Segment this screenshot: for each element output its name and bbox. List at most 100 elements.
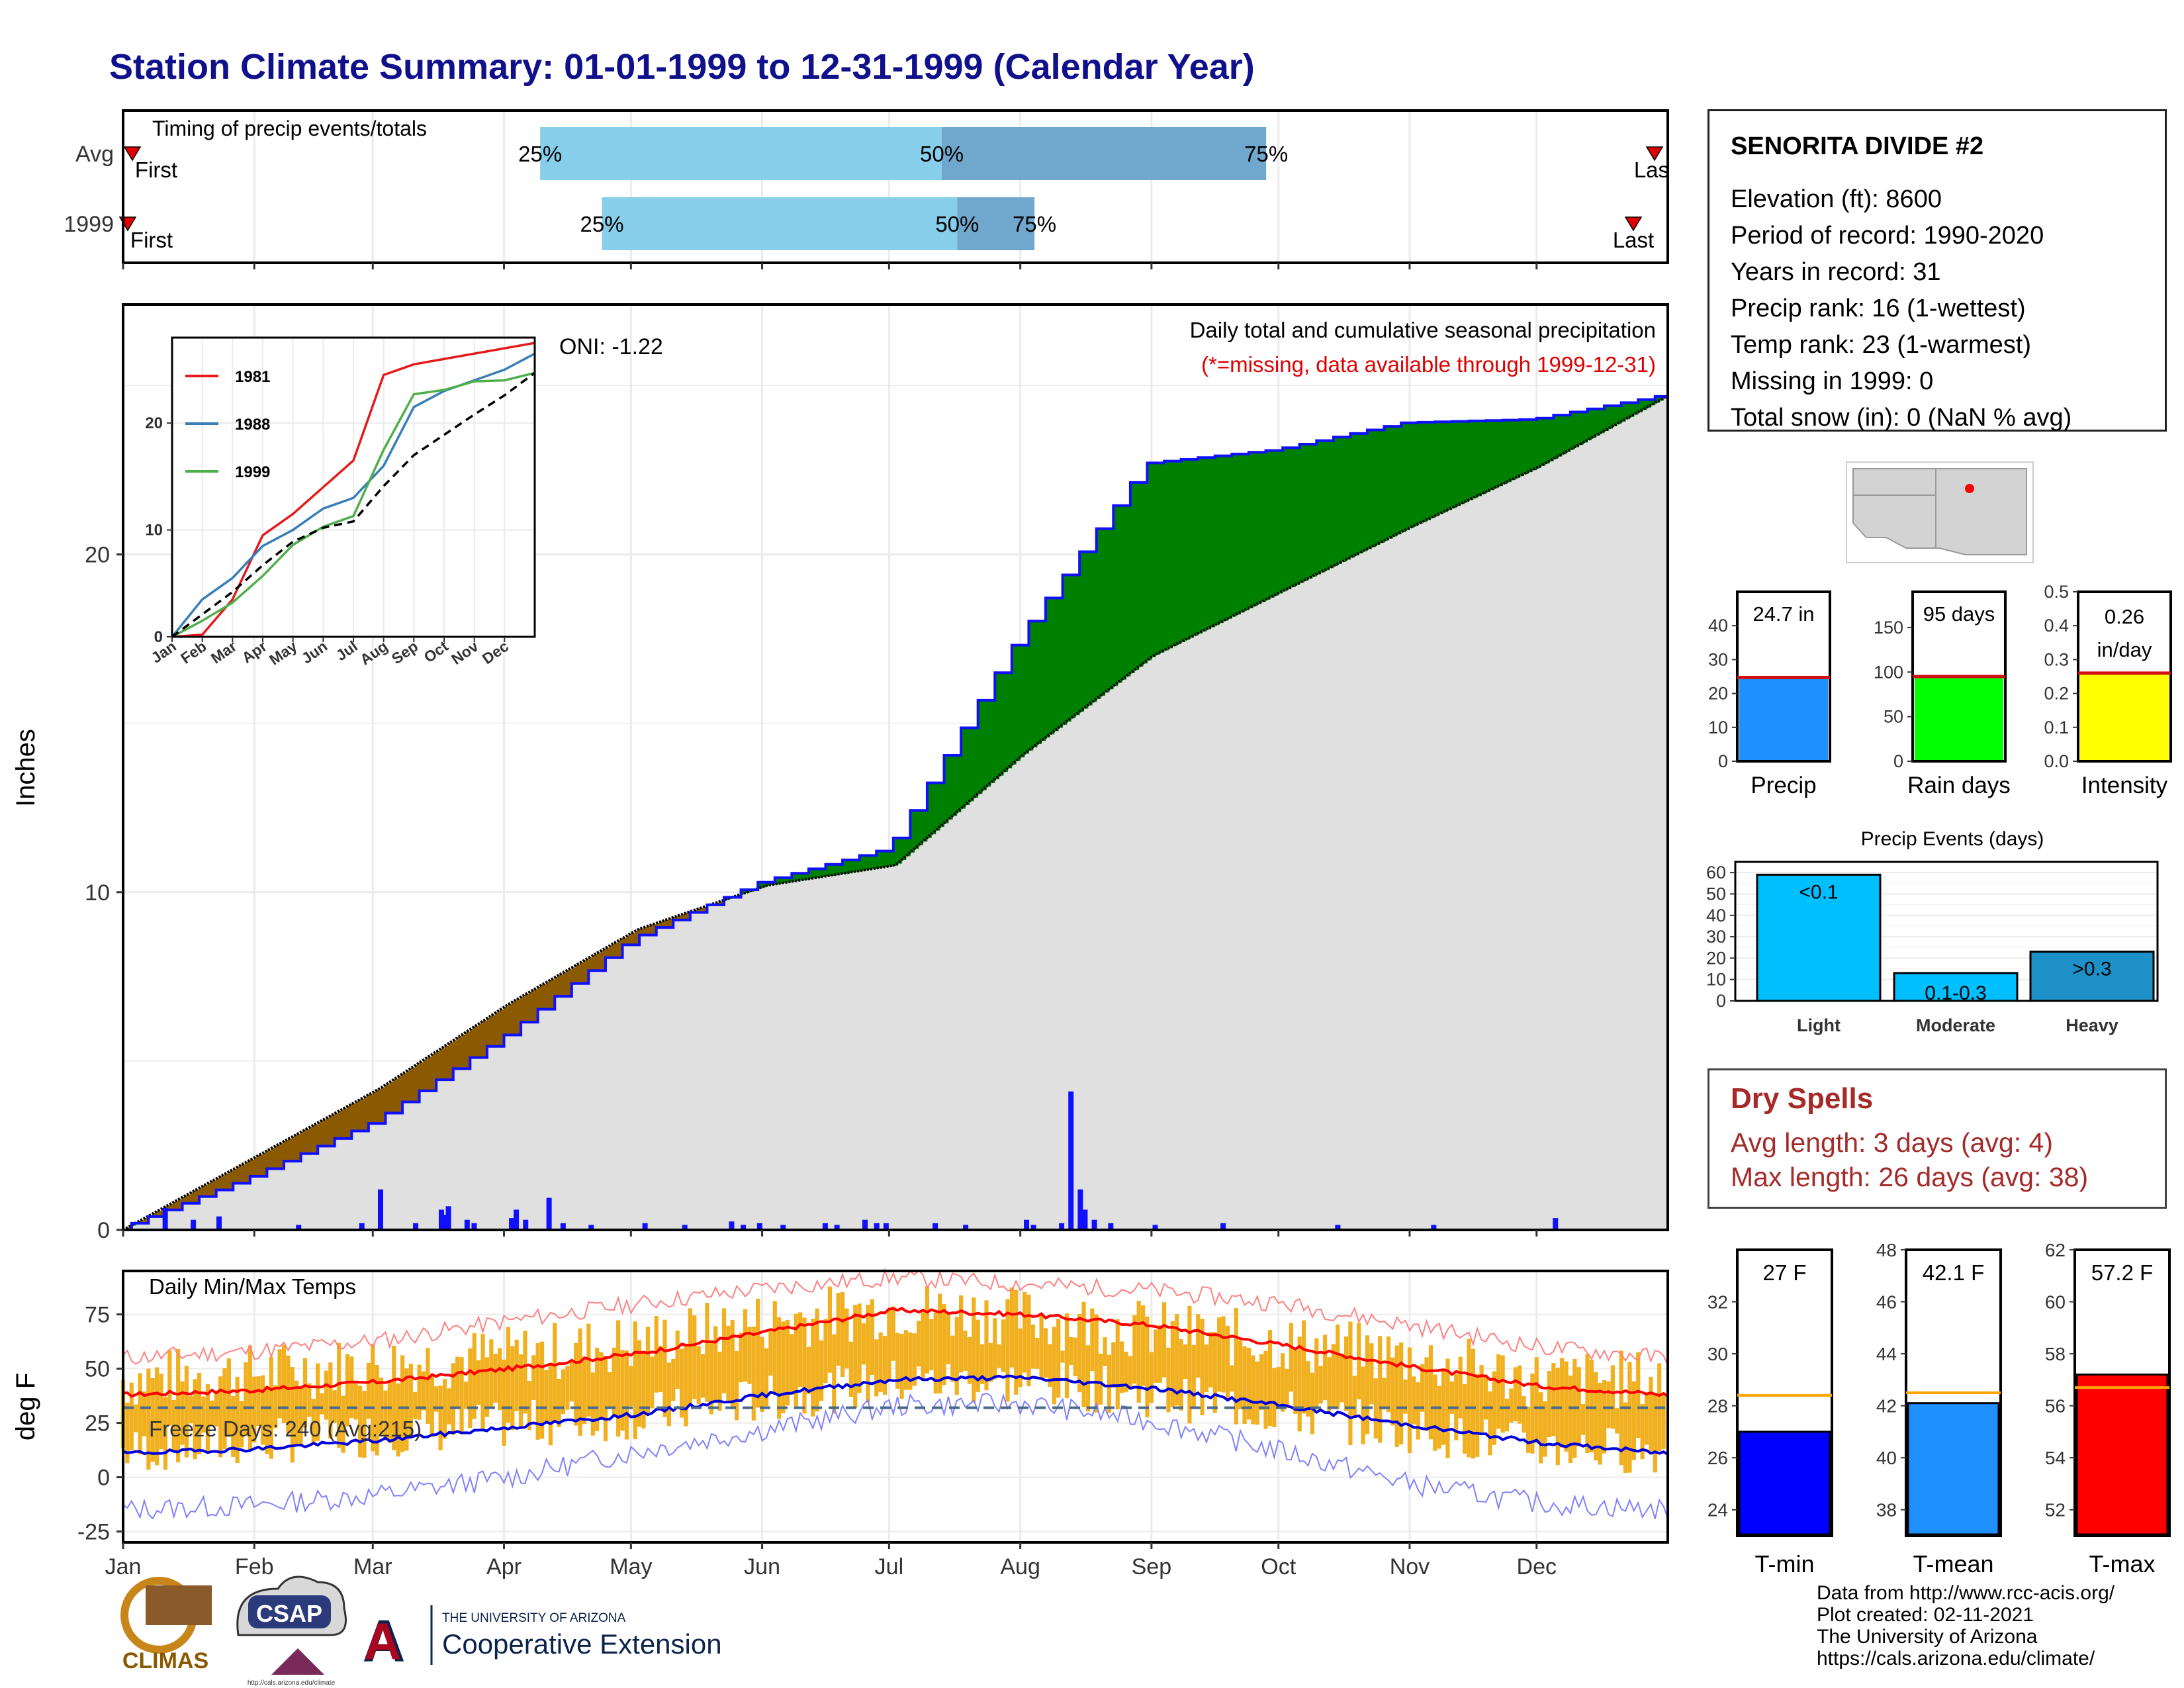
temp-summary-ytick-label: 56 <box>2045 1396 2066 1417</box>
daily-precip-bar <box>471 1223 477 1230</box>
summary-ytick-label: 0.0 <box>2044 751 2069 771</box>
daily-precip-bar <box>1152 1225 1158 1230</box>
daily-precip-bar <box>1024 1219 1030 1230</box>
summary-ytick-label: 0 <box>1718 751 1728 771</box>
temp-ytick-label: -25 <box>77 1520 110 1545</box>
summary-label: Precip <box>1751 773 1816 798</box>
inset-line-1981 <box>171 342 535 638</box>
precip-panel-border <box>122 303 1669 1231</box>
station-info-box: SENORITA DIVIDE #2 Elevation (ft): 8600 … <box>1707 109 2167 432</box>
events-ytick-label: 10 <box>1706 970 1726 990</box>
daily-precip-bar <box>1431 1225 1437 1230</box>
summary-ytick-label: 50 <box>1884 707 1903 727</box>
timing-label-25: 25% <box>580 212 624 236</box>
credits: Data from http://www.rcc-acis.org/ Plot … <box>1817 1582 2115 1669</box>
station-temp-rank: Temp rank: 23 (1-warmest) <box>1731 331 2032 359</box>
avg-min-line <box>122 1374 1669 1456</box>
daily-precip-bar <box>963 1225 969 1230</box>
daily-precip-bar <box>560 1223 566 1230</box>
first-marker <box>123 146 142 162</box>
timing-clip-mask <box>1669 111 1702 263</box>
station-precip-rank: Precip rank: 16 (1-wettest) <box>1731 295 2026 322</box>
temp-ytick-label: 50 <box>85 1357 110 1382</box>
temp-summary-ytick-label: 38 <box>1876 1500 1897 1521</box>
timing-label-50: 50% <box>935 212 979 236</box>
event-bar <box>1756 873 1882 1002</box>
timing-label-75: 75% <box>1244 142 1288 166</box>
temp-summary-value: 57.2 F <box>2091 1260 2154 1285</box>
daily-precip-bar <box>822 1223 828 1230</box>
temp-ylabel: deg F <box>11 1373 40 1440</box>
daily-precip-bar <box>216 1216 222 1230</box>
temp-panel-title: Daily Min/Max Temps <box>149 1274 356 1299</box>
month-label: Jul <box>875 1554 903 1579</box>
temp-summary-value: 27 F <box>1762 1260 1806 1285</box>
daily-precip-bar <box>642 1223 648 1230</box>
month-label: Nov <box>1390 1554 1430 1579</box>
temp-summary-bar <box>1738 1430 1831 1536</box>
last-label: Last <box>1613 228 1654 252</box>
daily-precip-bar <box>682 1225 688 1230</box>
daily-precip-bar <box>729 1221 735 1230</box>
summary-ytick-label: 0.4 <box>2044 616 2069 635</box>
temp-summary-bar <box>1907 1402 2000 1536</box>
year-cumulative-line <box>123 395 1668 1231</box>
station-name: SENORITA DIVIDE #2 <box>1731 132 1984 160</box>
events-ytick-label: 50 <box>1706 884 1726 904</box>
dry-spells-avg: Avg length: 3 days (avg: 4) <box>1731 1127 2053 1158</box>
ua-big-text: Cooperative Extension <box>442 1628 722 1660</box>
daily-precip-bar <box>1059 1223 1065 1230</box>
inset-line-avg <box>171 371 536 638</box>
daily-precip-bar <box>862 1219 868 1230</box>
page-title: Station Climate Summary: 01-01-1999 to 1… <box>109 47 1255 87</box>
daily-precip-bar <box>883 1223 889 1230</box>
summary-bar <box>2080 673 2169 760</box>
summary-ytick-label: 100 <box>1874 662 1903 682</box>
summary-ytick-label: 0.3 <box>2044 649 2069 669</box>
climas-logo-shape <box>146 1585 212 1625</box>
daily-precip-bar <box>441 1215 447 1230</box>
summary-value: 24.7 in <box>1752 602 1814 626</box>
events-border <box>1734 861 2159 1002</box>
temp-summary-ytick-label: 40 <box>1876 1448 1897 1468</box>
daily-precip-bar <box>933 1223 938 1230</box>
daily-precip-bar <box>1335 1225 1341 1230</box>
daily-precip-bar <box>413 1223 419 1230</box>
precip-panel-title: Daily total and cumulative seasonal prec… <box>1190 318 1656 342</box>
timing-label-25: 25% <box>518 142 562 166</box>
freeze-days-label: Freeze Days: 240 (Avg:215) <box>149 1417 422 1441</box>
credit-line: Data from http://www.rcc-acis.org/ <box>1817 1582 2115 1604</box>
daily-precip-bar <box>1068 1091 1074 1230</box>
events-ytick-label: 30 <box>1706 927 1726 947</box>
temp-ytick-label: 0 <box>97 1466 110 1491</box>
station-period: Period of record: 1990-2020 <box>1731 222 2044 250</box>
event-category-label: Moderate <box>1916 1015 1995 1035</box>
daily-precip-bar <box>378 1189 383 1230</box>
month-label: May <box>610 1554 652 1579</box>
daily-precip-bar <box>523 1219 529 1230</box>
timing-panel-title: Timing of precip events/totals <box>152 117 427 140</box>
event-category-label: Heavy <box>2066 1015 2118 1035</box>
daily-precip-bar <box>780 1225 786 1230</box>
daily-precip-bar <box>514 1209 520 1230</box>
precip-events-title: Precip Events (days) <box>1861 828 2044 850</box>
precip-ytick-label: 10 <box>85 880 110 906</box>
temp-summary-ytick-label: 54 <box>2045 1448 2066 1468</box>
csap-text: CSAP <box>256 1600 322 1627</box>
daily-precip-bar <box>1030 1225 1036 1230</box>
events-ytick-label: 60 <box>1706 863 1726 882</box>
event-bar <box>2029 951 2155 1002</box>
summary-ytick-label: 0.2 <box>2044 684 2069 704</box>
summary-ytick-label: 0.1 <box>2044 718 2069 737</box>
first-label: First <box>135 158 177 182</box>
temp-summary-ytick-label: 62 <box>2045 1240 2066 1260</box>
temp-summary-ytick-label: 60 <box>2045 1292 2066 1313</box>
record-min-line <box>122 1392 1668 1520</box>
temp-summary-ytick-label: 26 <box>1707 1448 1728 1468</box>
daily-precip-bar <box>191 1219 197 1230</box>
summary-label: Rain days <box>1907 773 2011 798</box>
summary-ytick-label: 10 <box>1708 718 1728 737</box>
summary-ytick-label: 30 <box>1708 649 1728 669</box>
state-map <box>1852 468 2027 555</box>
